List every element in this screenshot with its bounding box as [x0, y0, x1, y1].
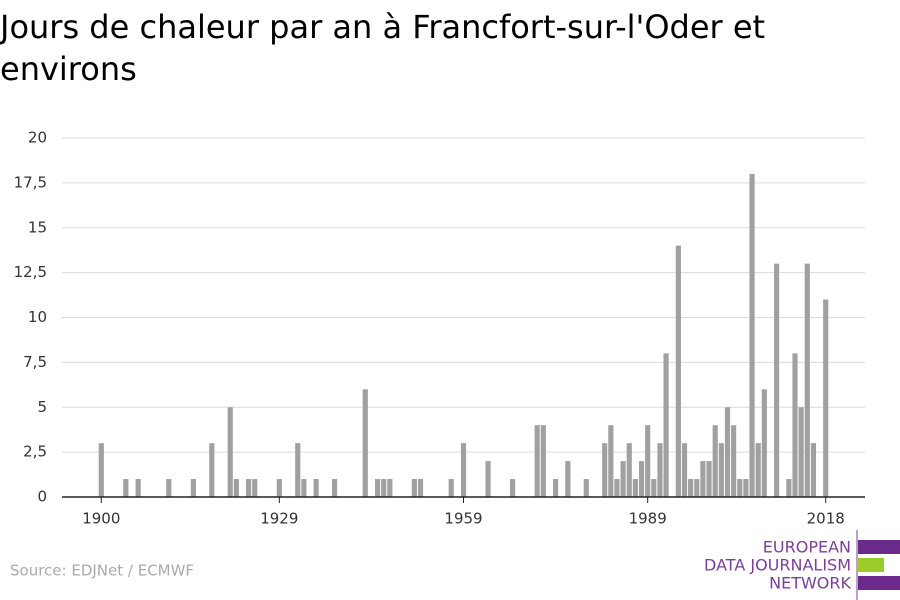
bar: [774, 263, 780, 497]
bar: [761, 389, 767, 497]
bar: [276, 479, 282, 497]
bar: [209, 443, 215, 497]
bar: [602, 443, 608, 497]
logo-text: NETWORK: [769, 574, 851, 593]
bar: [626, 443, 632, 497]
bar: [749, 173, 755, 497]
bar: [632, 479, 638, 497]
y-tick-label: 7,5: [23, 353, 47, 371]
bar: [731, 425, 737, 497]
chart-title: Jours de chaleur par an à Francfort-sur-…: [0, 8, 766, 88]
logo-bar: [858, 540, 900, 554]
y-tick-label: 15: [28, 218, 47, 236]
bar: [417, 479, 424, 497]
bar: [190, 479, 196, 497]
bar: [743, 479, 749, 497]
bar: [688, 479, 694, 497]
bar: [534, 425, 540, 497]
x-tick-label: 1989: [629, 510, 667, 528]
bar: [792, 353, 798, 497]
bar: [798, 407, 804, 497]
bar: [233, 479, 239, 497]
bar: [706, 461, 712, 497]
bar: [540, 425, 546, 497]
bar: [645, 425, 651, 497]
bar: [608, 425, 614, 497]
bar: [387, 479, 393, 497]
x-tick-label: 1900: [82, 510, 120, 528]
bar: [374, 479, 381, 497]
bar: [614, 479, 620, 497]
bar: [712, 425, 718, 497]
bar: [651, 479, 657, 497]
bar: [460, 443, 467, 497]
logo-text: DATA JOURNALISM: [704, 556, 851, 575]
bar: [804, 263, 810, 497]
bar: [510, 479, 516, 497]
bar: [810, 443, 817, 497]
bar: [313, 479, 319, 497]
logo-bar: [858, 558, 884, 572]
bar: [295, 443, 301, 497]
bar: [724, 407, 731, 497]
y-tick-label: 5: [37, 398, 47, 416]
bar: [657, 443, 663, 497]
logo-text: EUROPEAN: [763, 538, 851, 557]
bar: [381, 479, 387, 497]
bar: [448, 479, 454, 497]
y-tick-label: 12,5: [14, 263, 47, 281]
source: Source: EDJNet / ECMWF: [10, 562, 194, 580]
bar: [553, 479, 559, 497]
bar: [718, 443, 724, 497]
logo-bar: [858, 576, 900, 590]
x-tick-label: 1959: [444, 510, 482, 528]
x-tick-label: 1929: [260, 510, 298, 528]
bar: [331, 479, 338, 497]
bar: [301, 479, 307, 497]
bar: [620, 461, 626, 497]
bar: [583, 479, 589, 497]
bar: [681, 443, 688, 497]
bar: [755, 443, 761, 497]
bar: [638, 461, 645, 497]
y-tick-label: 17,5: [14, 173, 47, 191]
bar: [485, 461, 491, 497]
bar: [675, 245, 681, 497]
bar: [123, 479, 129, 497]
bar: [166, 479, 172, 497]
bar: [700, 461, 706, 497]
bar: [663, 353, 669, 497]
bar: [252, 479, 258, 497]
bar: [246, 479, 252, 497]
bar: [694, 479, 700, 497]
bar: [411, 479, 417, 497]
x-tick-label: 2018: [807, 510, 845, 528]
bar: [135, 479, 141, 497]
y-tick-label: 10: [28, 308, 47, 326]
bar: [227, 407, 233, 497]
bar: [823, 299, 829, 497]
bar: [786, 479, 792, 497]
bar: [737, 479, 743, 497]
y-tick-label: 2,5: [23, 443, 47, 461]
y-tick-label: 0: [37, 488, 47, 506]
bar: [98, 443, 104, 497]
bar: [565, 461, 571, 497]
y-tick-label: 20: [28, 129, 47, 147]
bar: [362, 389, 368, 497]
